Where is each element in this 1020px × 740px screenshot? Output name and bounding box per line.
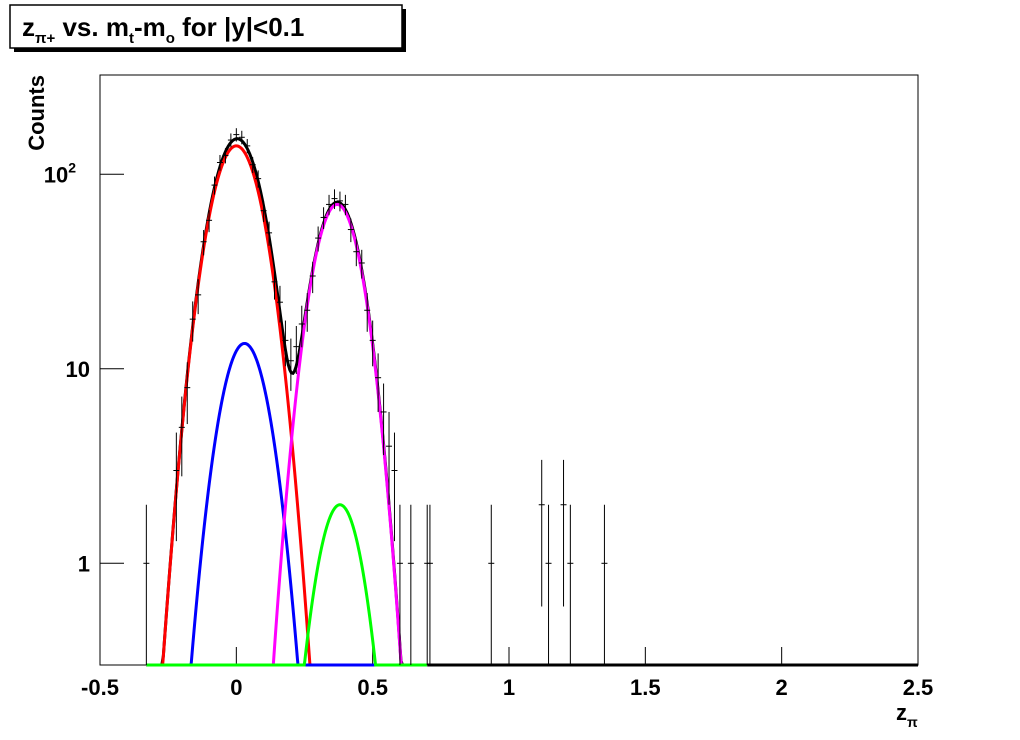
y-tick-label-exponent: 2 <box>68 159 76 175</box>
data-point <box>206 209 213 233</box>
data-point <box>260 200 267 222</box>
data-point <box>369 320 376 367</box>
data-point <box>304 293 311 332</box>
data-point <box>266 221 273 246</box>
text-part: -m <box>134 12 166 42</box>
data-point <box>326 194 333 216</box>
data-point <box>538 459 545 607</box>
data-point <box>375 353 382 412</box>
data-point <box>391 432 398 542</box>
x-tick-label: -0.5 <box>81 675 119 700</box>
y-axis-label: Counts <box>24 75 49 151</box>
data-point <box>238 130 245 145</box>
data-point <box>227 133 234 148</box>
data-point <box>184 362 191 425</box>
y-tick-label: 102 <box>44 159 76 187</box>
data-point <box>331 189 338 210</box>
data-point <box>195 279 202 315</box>
data-point <box>189 301 196 342</box>
text-part: z <box>22 12 35 42</box>
text-part: for |y|<0.1 <box>175 12 304 42</box>
data-point <box>287 338 294 391</box>
data-point <box>545 504 552 665</box>
data-point <box>173 432 180 542</box>
plot-frame <box>99 74 919 666</box>
data-point <box>282 320 289 367</box>
data-point <box>601 504 608 665</box>
data-point <box>567 504 574 665</box>
subscript: π+ <box>35 30 55 47</box>
data-point <box>216 154 223 171</box>
data-point <box>336 191 343 212</box>
data-point <box>380 383 387 456</box>
x-axis-label: zπ <box>896 700 918 730</box>
data-point <box>353 239 360 267</box>
data-point <box>426 504 433 665</box>
chart-title: zπ+ vs. mt-mo for |y|<0.1 <box>22 12 304 47</box>
data-point <box>347 218 354 243</box>
x-tick-label: 2.5 <box>903 675 934 700</box>
data-point <box>249 157 256 174</box>
text-part: z <box>896 700 907 725</box>
x-tick-label: 0 <box>230 675 242 700</box>
x-tick-label: 0.5 <box>357 675 388 700</box>
x-tick-label: 1.5 <box>630 675 661 700</box>
subscript: t <box>129 30 134 47</box>
data-point <box>386 411 393 505</box>
y-tick-label: 10 <box>66 357 90 382</box>
title-box <box>9 4 403 49</box>
data-point <box>320 207 327 230</box>
y-tick-label-base: 10 <box>44 162 68 187</box>
data-point <box>364 293 371 332</box>
data-point <box>342 194 349 216</box>
data-point <box>488 504 495 665</box>
data-point <box>309 261 316 294</box>
x-tick-label: 1 <box>503 675 515 700</box>
data-point <box>560 459 567 607</box>
data-point <box>200 230 207 256</box>
data-point <box>315 226 322 252</box>
data-point <box>271 267 278 300</box>
data-point <box>276 285 283 323</box>
y-tick-label: 1 <box>78 551 90 576</box>
data-point <box>244 139 251 154</box>
data-point <box>396 504 403 665</box>
data-point <box>407 504 414 665</box>
subscript: π <box>907 714 918 730</box>
data-point <box>233 128 240 142</box>
data-point <box>358 249 365 279</box>
x-tick-label: 2 <box>776 675 788 700</box>
data-point <box>143 504 150 665</box>
subscript: o <box>166 30 175 47</box>
fit-curve <box>146 503 428 667</box>
data-point <box>211 176 218 195</box>
text-part: vs. m <box>55 12 129 42</box>
data-point <box>178 396 185 477</box>
data-point <box>255 170 262 188</box>
data-point <box>293 325 300 375</box>
data-point <box>222 148 229 164</box>
data-point <box>298 305 305 348</box>
